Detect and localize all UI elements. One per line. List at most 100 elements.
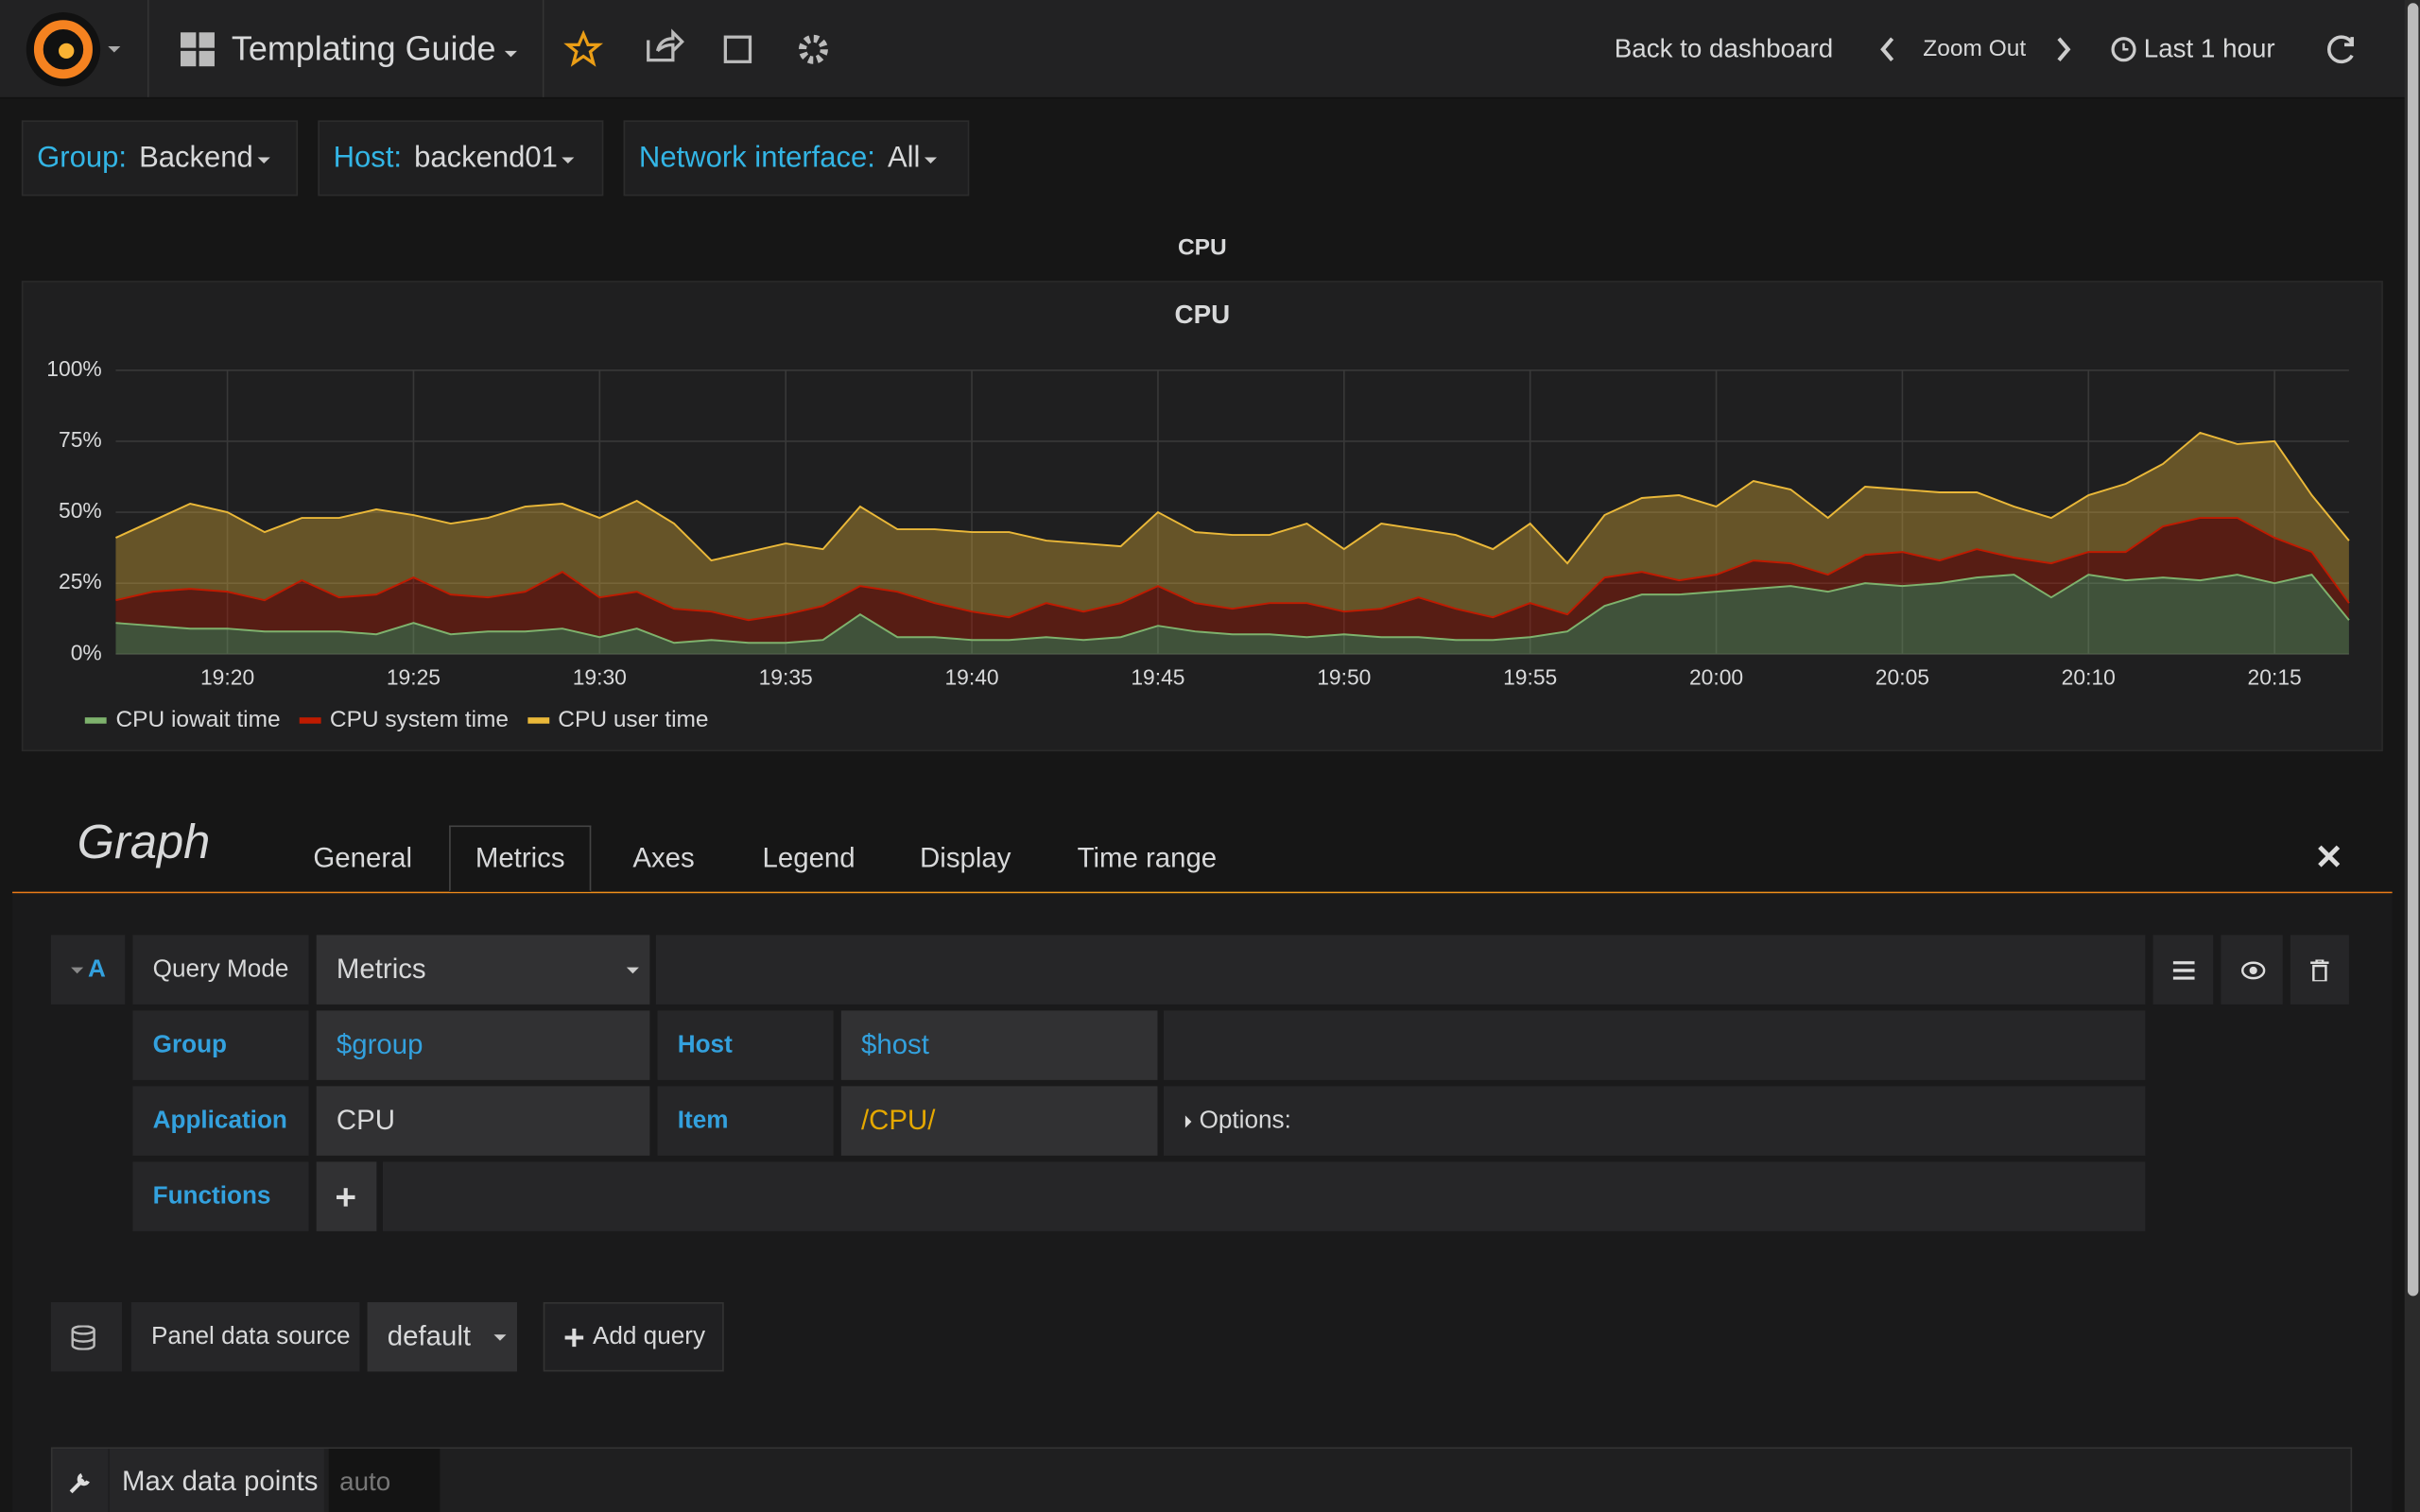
label-cell: Group: [132, 1010, 309, 1080]
caret: [562, 156, 575, 163]
variable-value: Backend: [139, 141, 253, 174]
filler: [655, 935, 2146, 1005]
legend-item[interactable]: CPU iowait time: [84, 707, 281, 733]
clock-hands: [2122, 43, 2129, 51]
tab[interactable]: General: [313, 842, 412, 874]
group-input[interactable]: $group: [316, 1010, 650, 1080]
variable[interactable]: Network interface: All: [623, 120, 970, 197]
legend-swatch: [84, 716, 107, 723]
editor-title: Graph: [77, 815, 211, 869]
variable-label: Network interface:: [638, 141, 875, 174]
variable-value: All: [887, 141, 921, 174]
legend: CPU iowait time CPU system time CPU user t…: [84, 707, 727, 733]
time-range[interactable]: Last 1 hour: [2143, 33, 2275, 63]
label-cell: Host: [657, 1010, 834, 1080]
datasource-select[interactable]: default: [367, 1301, 517, 1372]
chevron-left[interactable]: [1880, 37, 1894, 62]
save-icon[interactable]: [723, 35, 752, 63]
chart-title: CPU: [1175, 300, 1231, 329]
series-line: [115, 574, 2350, 644]
x-tick-label: 20:00: [1689, 664, 1743, 689]
area-fill: [115, 518, 2349, 644]
application-input[interactable]: CPU: [316, 1086, 650, 1156]
label-cell: Panel data source: [130, 1301, 360, 1372]
database-icon: [50, 1301, 122, 1372]
area-fill: [115, 432, 2349, 621]
y-tick-label: 25%: [59, 569, 102, 593]
ref-label: A: [88, 955, 106, 983]
logo-core: [59, 43, 75, 60]
close-icon[interactable]: [2315, 842, 2342, 869]
area-fill: [115, 575, 2349, 655]
item-input[interactable]: /CPU/: [840, 1086, 1158, 1156]
variable-label: Host:: [333, 141, 403, 174]
x-tick-label: 19:30: [573, 664, 627, 689]
clock-icon: [2111, 37, 2136, 62]
caret: [493, 1333, 507, 1340]
logo[interactable]: [33, 20, 93, 79]
back-link[interactable]: Back to dashboard: [1614, 33, 1834, 63]
label-cell: Functions: [132, 1161, 309, 1231]
variable[interactable]: Group: Backend: [21, 120, 299, 197]
max-data-points-input[interactable]: auto: [328, 1449, 441, 1512]
caret: [925, 156, 938, 163]
x-tick-label: 20:15: [2248, 664, 2302, 689]
x-tick-label: 19:40: [944, 664, 998, 689]
caret: [257, 156, 270, 163]
y-tick-label: 0%: [71, 640, 102, 664]
toggle-visibility[interactable]: [2221, 935, 2283, 1005]
star-icon[interactable]: [563, 29, 604, 67]
label-cell: Query Mode: [132, 935, 309, 1005]
y-tick-label: 100%: [46, 356, 101, 381]
x-tick-label: 20:05: [1876, 664, 1929, 689]
tab[interactable]: Metrics: [449, 825, 592, 892]
refresh-icon[interactable]: [2327, 35, 2354, 64]
series-line: [115, 431, 2350, 565]
caret: [108, 45, 121, 53]
host-input[interactable]: $host: [840, 1010, 1158, 1080]
tabs-underline: [12, 891, 2393, 894]
caret: [1184, 1114, 1192, 1127]
delete-button[interactable]: [2290, 935, 2349, 1005]
select-value: default: [387, 1320, 472, 1352]
dashboard-icon: [181, 32, 215, 67]
navbar: [0, 0, 2420, 99]
scrollbar-thumb[interactable]: [2407, 3, 2419, 1297]
share-icon[interactable]: [647, 28, 684, 62]
nav-icons: [26, 0, 2354, 97]
button-label: Add query: [592, 1323, 706, 1349]
x-tick-label: 19:35: [759, 664, 813, 689]
dashboard-title[interactable]: Templating Guide: [231, 28, 496, 68]
menu-button[interactable]: [2152, 935, 2214, 1005]
chevron-right[interactable]: [2057, 37, 2071, 62]
tab[interactable]: Axes: [632, 842, 695, 874]
add-function[interactable]: [316, 1161, 377, 1231]
options-toggle[interactable]: Options:: [1164, 1086, 2146, 1156]
x-tick-label: 19:50: [1317, 664, 1371, 689]
tab[interactable]: Legend: [762, 842, 856, 874]
x-tick-label: 20:10: [2062, 664, 2116, 689]
x-tick-label: 19:25: [387, 664, 441, 689]
legend-item[interactable]: CPU user time: [527, 707, 709, 733]
add-query-button[interactable]: Add query: [543, 1301, 724, 1372]
label-cell: Max data points: [109, 1449, 324, 1512]
caret: [71, 966, 84, 973]
options-label: Options:: [1199, 1107, 1291, 1134]
filler: [382, 1161, 2146, 1231]
series-line: [115, 517, 2350, 622]
query-mode-select[interactable]: Metrics: [316, 935, 650, 1005]
legend-swatch: [299, 716, 321, 723]
filler: [1164, 1010, 2146, 1080]
chart: CPU 0% 25% 50% 75% 100% 19:20 19:25 19:30 19:35 1…: [46, 300, 2350, 689]
x-tick-label: 19:45: [1131, 664, 1184, 689]
tab[interactable]: Display: [920, 842, 1011, 874]
zoom-out[interactable]: Zoom Out: [1923, 35, 2027, 62]
query-ref[interactable]: A: [50, 935, 126, 1005]
variable[interactable]: Host: backend01: [318, 120, 604, 197]
variable-label: Group:: [37, 141, 128, 174]
legend-item[interactable]: CPU system time: [299, 707, 509, 733]
variable-value: backend01: [414, 141, 558, 174]
settings-icon[interactable]: [798, 34, 828, 64]
tab[interactable]: Time range: [1077, 842, 1218, 874]
